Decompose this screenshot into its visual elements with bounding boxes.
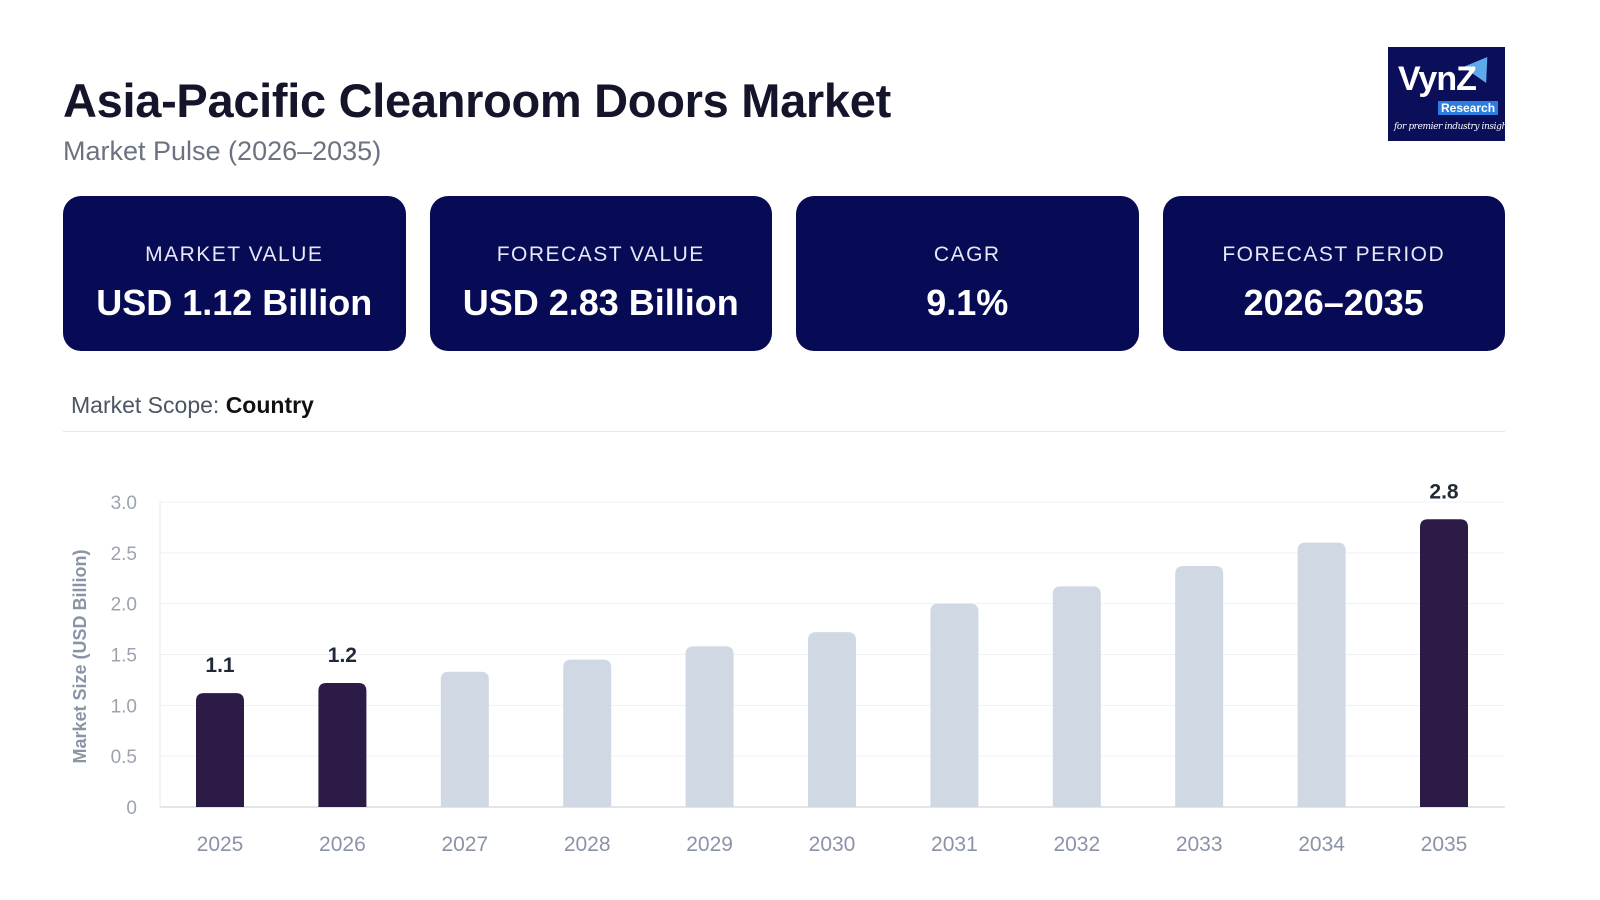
- scope-value: Country: [225, 392, 314, 418]
- data-label: 1.1: [205, 654, 235, 677]
- y-tick-label: 3.0: [111, 493, 137, 514]
- vynz-research-logo: VynZ Research for premier industry insig…: [1388, 47, 1515, 141]
- logo-tagline: for premier industry insights: [1394, 122, 1515, 132]
- logo-brand: VynZ: [1398, 60, 1477, 98]
- x-tick-label: 2033: [1176, 833, 1223, 856]
- card-value: USD 1.12 Billion: [96, 282, 373, 323]
- x-tick-label: 2027: [441, 833, 488, 856]
- card-label: FORECAST VALUE: [496, 243, 705, 266]
- y-tick-label: 1.0: [111, 696, 137, 717]
- y-tick-label: 2.5: [111, 544, 137, 565]
- x-tick-label: 2026: [319, 833, 366, 856]
- card-label: CAGR: [933, 243, 1001, 266]
- y-axis-label: Market Size (USD Billion): [70, 549, 90, 763]
- card-market-value: MARKET VALUE USD 1.12 Billion: [63, 196, 406, 351]
- bar-2029: [685, 646, 734, 807]
- bar-2031: [930, 603, 979, 807]
- x-tick-label: 2030: [809, 833, 856, 856]
- x-tick-label: 2025: [197, 833, 244, 856]
- y-tick-label: 1.5: [111, 646, 137, 667]
- card-forecast-period: FORECAST PERIOD 2026–2035: [1162, 196, 1505, 351]
- x-tick-label: 2029: [686, 833, 733, 856]
- card-value: 2026–2035: [1243, 282, 1424, 323]
- data-label: 2.8: [1429, 480, 1459, 503]
- x-tick-label: 2031: [931, 833, 978, 856]
- scope-label: Market Scope:: [71, 392, 220, 418]
- y-tick-label: 2.0: [111, 595, 137, 616]
- bar-2035: [1420, 519, 1468, 807]
- x-tick-label: 2035: [1421, 833, 1468, 856]
- bar-2030: [808, 632, 856, 807]
- x-tick-label: 2032: [1053, 833, 1100, 856]
- card-label: MARKET VALUE: [145, 243, 324, 266]
- page-subtitle: Market Pulse (2026–2035): [63, 136, 382, 166]
- market-scope: Market Scope: Country: [71, 391, 314, 419]
- x-tick-label: 2034: [1298, 833, 1345, 856]
- card-cagr: CAGR 9.1%: [796, 196, 1139, 351]
- card-value: USD 2.83 Billion: [462, 282, 739, 323]
- bar-2034: [1297, 542, 1346, 807]
- page-title: Asia-Pacific Cleanroom Doors Market: [63, 74, 891, 127]
- card-label: FORECAST PERIOD: [1222, 243, 1446, 266]
- y-tick-label: 0: [126, 798, 137, 819]
- bar-2026: [318, 682, 367, 807]
- bar-2027: [440, 671, 489, 807]
- bar-2025: [196, 693, 244, 807]
- data-label: 1.2: [328, 644, 357, 667]
- card-forecast-value: FORECAST VALUE USD 2.83 Billion: [429, 196, 772, 351]
- bar-2032: [1052, 586, 1101, 807]
- kpi-cards: MARKET VALUE USD 1.12 Billion FORECAST V…: [63, 196, 1505, 351]
- bar-2033: [1175, 566, 1224, 807]
- divider: [63, 431, 1505, 432]
- card-value: 9.1%: [926, 282, 1009, 323]
- y-tick-label: 0.5: [111, 747, 137, 768]
- bar-2028: [563, 659, 612, 807]
- logo-sub: Research: [1438, 101, 1499, 115]
- x-tick-label: 2028: [564, 833, 611, 856]
